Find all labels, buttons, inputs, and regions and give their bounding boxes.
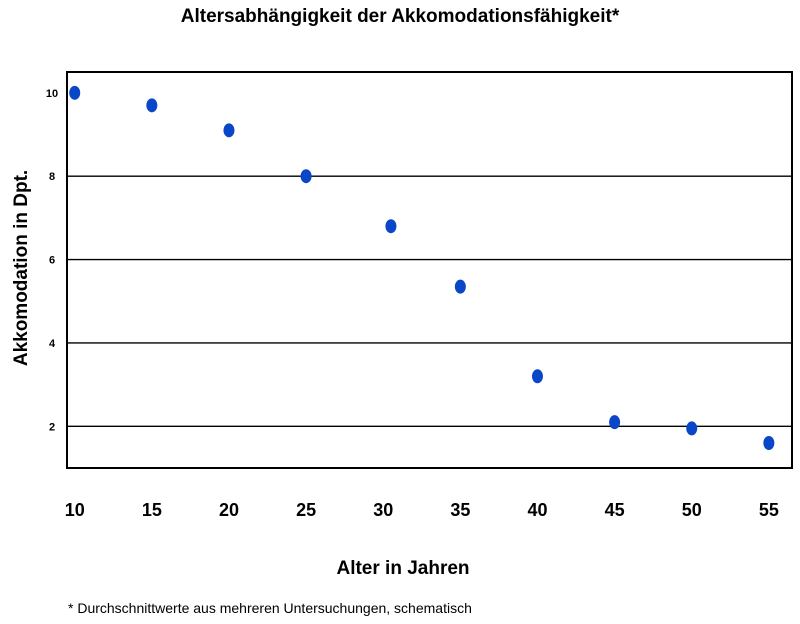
- grid-lines: [67, 175, 792, 427]
- data-point: [69, 85, 81, 100]
- x-tick-label: 25: [296, 500, 316, 520]
- y-tick-label: 4: [49, 338, 56, 350]
- x-tick-label: 20: [219, 500, 239, 520]
- x-tick-label: 35: [450, 500, 470, 520]
- data-point: [385, 219, 397, 234]
- y-axis-ticks: 2 4 6 8 10: [46, 88, 58, 433]
- data-point: [223, 123, 235, 138]
- x-tick-label: 55: [759, 500, 779, 520]
- x-tick-label: 45: [605, 500, 625, 520]
- x-tick-label: 50: [682, 500, 702, 520]
- data-point: [763, 435, 775, 450]
- x-tick-label: 15: [142, 500, 162, 520]
- plot-frame: [66, 71, 793, 469]
- data-point: [146, 98, 158, 113]
- data-point: [686, 421, 698, 436]
- data-point: [300, 169, 312, 184]
- data-point: [454, 279, 466, 294]
- chart-title: Altersabhängigkeit der Akkomodationsfähi…: [180, 6, 620, 27]
- y-tick-label: 2: [49, 421, 55, 433]
- data-point: [609, 415, 621, 430]
- y-axis-label: Akkomodation in Dpt.: [11, 170, 32, 366]
- x-axis-ticks: 10 15 20 25 30 35 40 45 50 55: [65, 500, 779, 520]
- x-axis-label: Alter in Jahren: [336, 558, 469, 579]
- data-points: [69, 85, 775, 450]
- x-tick-label: 30: [373, 500, 393, 520]
- data-point: [531, 369, 543, 384]
- y-tick-label: 6: [49, 255, 55, 267]
- y-tick-label: 10: [46, 88, 58, 100]
- x-tick-label: 40: [527, 500, 547, 520]
- y-tick-label: 8: [49, 171, 55, 183]
- footnote: * Durchschnittwerte aus mehreren Untersu…: [68, 600, 472, 616]
- x-tick-label: 10: [65, 500, 85, 520]
